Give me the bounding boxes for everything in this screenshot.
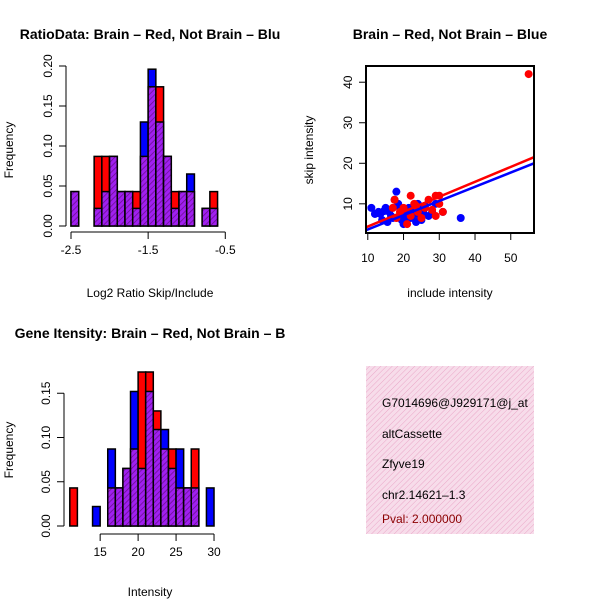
scatter-red-point-6 bbox=[406, 191, 415, 200]
hist1-overlap-bar-17 bbox=[201, 207, 211, 227]
scatter-xtick-label-1: 20 bbox=[397, 251, 411, 265]
hist1-ytick-label-4: 0.20 bbox=[41, 54, 55, 78]
scatter-xtick-label-3: 40 bbox=[468, 251, 482, 265]
hist2-overlap-bar-14 bbox=[175, 487, 185, 527]
hist1-xtick-label-0: -2.5 bbox=[61, 243, 82, 257]
scatter-title: Brain – Red, Not Brain – Blue bbox=[353, 26, 548, 42]
hist1-xlabel: Log2 Ratio Skip/Include bbox=[87, 286, 214, 300]
scatter-red-point-1 bbox=[388, 203, 397, 212]
hist2-bar-18 bbox=[205, 487, 215, 527]
info-panel: G7014696@J929171@j_at altCassette Zfyve1… bbox=[366, 366, 534, 534]
scatter-xtick-label-0: 10 bbox=[361, 251, 375, 265]
hist1-ytick-label-3: 0.15 bbox=[41, 94, 55, 118]
hist1-ylabel: Frequency bbox=[2, 122, 16, 179]
hist1-overlap-bar-10 bbox=[147, 86, 157, 227]
hist2-xtick-label-1: 20 bbox=[131, 545, 145, 559]
scatter-red-point-10 bbox=[417, 214, 426, 223]
hist2: 15 20 25 30 0.00 0.05 0.10 0.15 bbox=[39, 371, 221, 559]
hist1-overlap-bar-15 bbox=[185, 190, 196, 227]
info-pval: Pval: 2.000000 bbox=[382, 512, 462, 526]
info-probe-id: G7014696@J929171@j_at bbox=[382, 396, 528, 410]
info-event-type: altCassette bbox=[382, 427, 442, 441]
scatter-xlabel: include intensity bbox=[407, 286, 492, 300]
scatter-blue-fit-line bbox=[365, 162, 535, 232]
hist1-overlap-bar-13 bbox=[170, 207, 180, 227]
hist1-overlap-bar-5 bbox=[108, 155, 119, 227]
hist2-xtick-label-2: 25 bbox=[169, 545, 183, 559]
scatter-ytick-label-0: 10 bbox=[341, 197, 355, 211]
hist2-overlap-bar-15 bbox=[182, 487, 192, 527]
hist2-bar-3 bbox=[91, 505, 101, 527]
scatter-ylabel: skip intensity bbox=[302, 116, 316, 185]
scatter-blue-point-0 bbox=[367, 203, 376, 212]
hist1-overlap-bar-6 bbox=[116, 190, 126, 227]
scatter-xtick-label-4: 50 bbox=[504, 251, 518, 265]
info-gene-name: Zfyve19 bbox=[382, 457, 425, 471]
hist2-overlap-bar-16 bbox=[190, 487, 200, 527]
hist2-overlap-bar-12 bbox=[160, 448, 170, 527]
hist2-ytick-label-3: 0.15 bbox=[39, 381, 53, 405]
hist2-overlap-bar-11 bbox=[152, 428, 162, 527]
hist2-ylabel: Frequency bbox=[2, 422, 16, 479]
hist2-ytick-label-2: 0.10 bbox=[39, 425, 53, 449]
scatter-red-point-17 bbox=[431, 211, 440, 220]
scatter-blue-point-33 bbox=[379, 207, 388, 216]
hist2-ytick-label-0: 0.00 bbox=[39, 514, 53, 538]
scatter-ytick-label-1: 20 bbox=[341, 156, 355, 170]
hist2-overlap-bar-7 bbox=[122, 467, 132, 527]
hist1-xtick-label-1: -1.5 bbox=[138, 243, 159, 257]
hist2-title: Gene Itensity: Brain – Red, Not Brain – … bbox=[15, 325, 286, 341]
info-panel-background bbox=[366, 366, 534, 534]
hist2-ytick-label-1: 0.05 bbox=[39, 470, 53, 494]
hist2-overlap-bar-13 bbox=[167, 467, 177, 527]
hist2-overlap-bar-9 bbox=[137, 467, 147, 527]
hist2-xlabel: Intensity bbox=[128, 585, 173, 599]
hist2-bar-0 bbox=[69, 487, 79, 527]
scatter-blue-point-10 bbox=[392, 187, 401, 196]
scatter-plot-frame bbox=[365, 65, 535, 234]
hist1-ytick-label-1: 0.05 bbox=[41, 174, 55, 198]
scatter-red-point-13 bbox=[428, 205, 437, 214]
hist1-overlap-bar-8 bbox=[131, 207, 142, 227]
hist1-xtick-label-2: -0.5 bbox=[215, 243, 236, 257]
hist1-overlap-bar-14 bbox=[178, 190, 188, 227]
scatter-red-point-0 bbox=[524, 70, 533, 79]
info-location: chr2.14621–1.3 bbox=[382, 488, 466, 502]
hist1: -2.5 -1.5 -0.5 0.00 0.05 0.10 0.15 0.20 bbox=[41, 54, 236, 257]
hist1-ytick-label-0: 0.00 bbox=[41, 214, 55, 238]
hist1-overlap-bar-3 bbox=[93, 207, 103, 227]
hist1-overlap-bar-12 bbox=[162, 155, 173, 227]
scatter-red-point-2 bbox=[390, 195, 399, 204]
hist2-overlap-bar-5 bbox=[107, 487, 117, 527]
hist2-overlap-bar-10 bbox=[144, 390, 155, 527]
hist1-overlap-bar-0 bbox=[70, 190, 80, 227]
scatter-ytick-label-2: 30 bbox=[341, 116, 355, 130]
scatter-plot: 10 20 30 40 50 10 20 30 40 bbox=[341, 65, 535, 265]
hist1-overlap-bar-9 bbox=[139, 155, 149, 227]
scatter-ytick-label-3: 40 bbox=[341, 75, 355, 89]
hist2-overlap-bar-6 bbox=[114, 487, 124, 527]
scatter-red-fit-line bbox=[365, 156, 535, 229]
hist2-xtick-label-3: 30 bbox=[207, 545, 221, 559]
scatter-blue-point-31 bbox=[456, 214, 465, 223]
scatter-red-point-18 bbox=[438, 207, 447, 216]
hist1-overlap-bar-11 bbox=[155, 121, 165, 227]
scatter-xtick-label-2: 30 bbox=[433, 251, 447, 265]
hist1-overlap-bar-4 bbox=[101, 190, 111, 227]
hist2-xtick-label-0: 15 bbox=[93, 545, 107, 559]
hist1-overlap-bar-7 bbox=[124, 190, 134, 227]
scatter-red-point-5 bbox=[403, 220, 412, 229]
hist2-overlap-bar-8 bbox=[129, 448, 139, 527]
hist1-ytick-label-2: 0.10 bbox=[41, 134, 55, 158]
hist1-title: RatioData: Brain – Red, Not Brain – Blu bbox=[20, 26, 281, 42]
hist1-overlap-bar-18 bbox=[209, 207, 219, 227]
